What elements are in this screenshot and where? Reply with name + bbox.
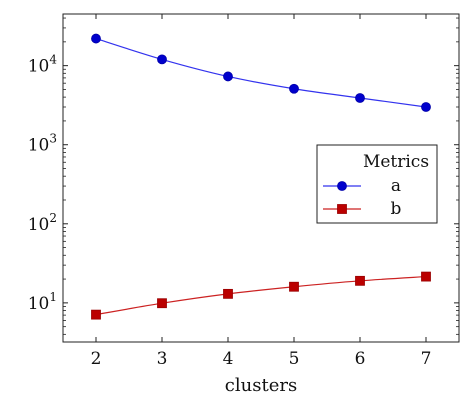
legend-label-b: b [391, 199, 402, 219]
data-point-b [157, 298, 167, 309]
series-layer [91, 33, 431, 320]
legend-box [316, 144, 438, 224]
data-point-a [157, 54, 167, 65]
data-point-a [289, 83, 299, 94]
data-point-a [91, 33, 101, 44]
data-point-a [355, 93, 365, 103]
data-point-a [223, 71, 233, 82]
x-tick-label: 4 [223, 349, 234, 369]
legend-marker-a [337, 181, 347, 191]
legend: Metrics ab [316, 144, 438, 224]
data-point-b [223, 288, 233, 299]
x-tick-label: 3 [157, 349, 168, 369]
data-point-b [355, 275, 365, 286]
y-tick-label: 102 [28, 211, 57, 235]
series-line-a [95, 38, 427, 108]
y-tick-label: 103 [28, 132, 57, 156]
x-axis-ticks: 2 3 4 5 6 7 [91, 14, 432, 369]
x-tick-label: 7 [421, 349, 432, 369]
y-tick-label: 101 [28, 290, 57, 314]
plot-frame [62, 13, 460, 343]
legend-label-a: a [391, 176, 401, 196]
series-line-b [95, 275, 427, 316]
data-point-b [421, 271, 431, 282]
y-axis-ticks: 101 102 103 104 [28, 17, 459, 335]
data-point-b [289, 281, 299, 292]
x-tick-label: 5 [289, 349, 300, 369]
legend-marker-b [337, 204, 347, 214]
data-point-b [91, 309, 101, 320]
x-axis-label: clusters [225, 375, 297, 396]
y-tick-label: 104 [28, 53, 58, 77]
legend-title: Metrics [363, 152, 429, 172]
x-tick-label: 6 [355, 349, 366, 369]
x-tick-label: 2 [91, 349, 102, 369]
data-point-a [421, 102, 431, 112]
